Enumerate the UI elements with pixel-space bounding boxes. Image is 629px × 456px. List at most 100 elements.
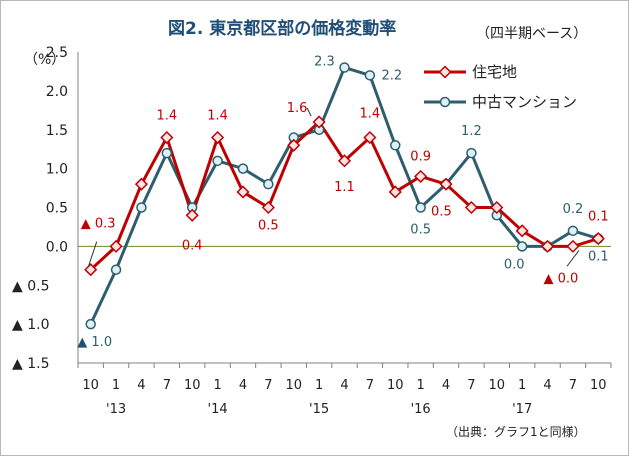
data-point [390, 140, 401, 151]
data-point [515, 224, 529, 238]
data-point [466, 147, 477, 159]
negative-marker-icon: ▲ [77, 335, 87, 350]
data-point [312, 115, 326, 129]
data-point [109, 239, 123, 253]
data-label: 0.5 [410, 223, 431, 238]
data-point [161, 147, 173, 159]
year-label: '14 [208, 402, 228, 417]
y-tick-label: 0.5 [46, 201, 68, 217]
y-tick-label: ▲ 1.5 [12, 356, 49, 372]
data-point [85, 318, 96, 330]
data-point [337, 154, 352, 168]
legend-marker [438, 65, 452, 79]
x-tick-label: 10 [184, 378, 201, 393]
year-label: '15 [309, 402, 329, 417]
x-tick-label: 4 [442, 378, 450, 393]
leader-line [88, 241, 98, 266]
x-tick-label: 10 [489, 378, 506, 393]
year-label: '13 [106, 402, 126, 417]
data-point [464, 200, 478, 215]
x-tick-label: 4 [340, 378, 348, 393]
y-tick-label: ▲ 0.5 [12, 278, 49, 294]
data-label: 0.5 [431, 205, 452, 220]
x-tick-label: 1 [112, 378, 120, 393]
data-label: 0.0 [504, 257, 525, 272]
x-tick-label: 10 [285, 378, 302, 393]
data-label: 0.1 [588, 210, 609, 225]
data-point [263, 178, 274, 190]
data-label: 1.1 [334, 180, 355, 195]
data-label: 0.2 [563, 202, 584, 217]
y-tick-label: ▲ 1.0 [12, 317, 49, 333]
data-point [490, 200, 504, 215]
legend-marker [439, 96, 451, 108]
x-tick-label: 7 [467, 378, 475, 393]
data-point [212, 155, 223, 167]
data-label: ▲ 0.0 [544, 271, 579, 286]
y-axis-unit: （%） [24, 52, 65, 68]
leader-line [306, 107, 312, 117]
chart-title: 図2. 東京都区部の価格変動率 [168, 18, 396, 39]
x-tick-label: 7 [366, 378, 374, 393]
data-point [261, 200, 275, 215]
data-point [287, 138, 301, 152]
data-label: ▲ 1.0 [77, 335, 112, 350]
negative-marker-icon: ▲ [544, 271, 554, 286]
legend-label: 中古マンション [472, 93, 577, 111]
source-note: （出典：グラフ1と同様） [446, 425, 586, 439]
data-label: 0.1 [588, 250, 609, 265]
legend-label: 住宅地 [472, 63, 517, 81]
negative-marker-icon: ▲ [81, 217, 91, 232]
unit-note: （四半期ベース） [476, 26, 587, 42]
data-point [516, 241, 528, 252]
x-tick-label: 4 [543, 378, 551, 393]
data-point [566, 239, 580, 253]
x-tick-label: 7 [264, 378, 272, 393]
x-tick-label: 4 [239, 378, 247, 393]
plot-area: 2.52.01.51.00.50.0▲ 0.5▲ 1.0▲ 1.510 1 4 7 10… [12, 45, 612, 417]
x-tick-label: 7 [163, 378, 171, 393]
x-tick-label: 10 [387, 378, 404, 393]
data-label: 0.5 [258, 219, 279, 234]
data-point [591, 232, 605, 246]
data-point [110, 264, 122, 275]
data-point [160, 130, 174, 145]
x-tick-label: 1 [417, 378, 425, 393]
data-label: 1.4 [156, 109, 177, 124]
year-label: '17 [512, 402, 532, 417]
year-label: '16 [411, 402, 431, 417]
data-point [211, 130, 225, 145]
data-point [415, 202, 426, 213]
data-point [364, 70, 376, 81]
data-label: 1.6 [287, 101, 308, 116]
data-point [136, 202, 147, 213]
data-label: 0.9 [410, 149, 431, 164]
data-point [363, 130, 377, 145]
data-point [134, 177, 149, 191]
data-point [84, 263, 98, 277]
y-tick-label: 1.0 [46, 162, 68, 178]
x-tick-label: 4 [137, 378, 145, 393]
y-tick-label: 0.0 [46, 239, 68, 255]
y-tick-label: 2.0 [46, 84, 68, 100]
x-tick-label: 7 [569, 378, 577, 393]
x-tick-label: 1 [213, 378, 221, 393]
data-point [237, 163, 249, 174]
data-point [236, 185, 250, 199]
data-point [185, 208, 199, 222]
data-label: 1.4 [360, 107, 381, 122]
data-point [567, 225, 579, 237]
x-tick-label: 10 [590, 378, 607, 393]
x-tick-label: 1 [518, 378, 526, 393]
data-point [540, 239, 555, 253]
data-label: ▲ 0.3 [81, 217, 116, 232]
leader-line [566, 250, 580, 267]
x-tick-label: 10 [82, 378, 99, 393]
data-point [439, 177, 453, 191]
data-label: 1.2 [461, 124, 482, 139]
data-label: 2.3 [314, 55, 335, 70]
y-tick-label: 1.5 [46, 123, 68, 139]
data-label: 2.2 [382, 68, 403, 83]
